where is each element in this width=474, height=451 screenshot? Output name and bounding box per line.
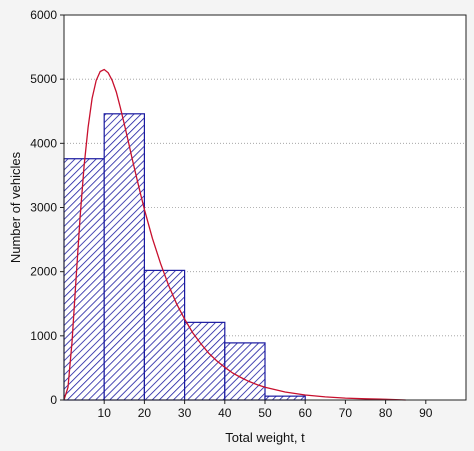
y-tick-label: 4000 [30,136,57,150]
y-tick-label: 3000 [30,201,57,215]
y-tick-label: 0 [50,393,57,407]
x-tick-label: 20 [138,406,152,420]
y-tick-label: 5000 [30,72,57,86]
histogram-bar [184,321,226,401]
histogram-bar [264,395,306,401]
histogram-bar [143,269,186,401]
y-axis-ticks: 0 1000 2000 3000 4000 5000 6000 [30,8,64,407]
x-tick-label: 90 [419,406,433,420]
x-axis-ticks: 10 20 30 40 50 60 70 80 90 [98,400,433,420]
x-tick-label: 40 [218,406,232,420]
y-tick-label: 6000 [30,8,57,22]
x-tick-label: 70 [339,406,353,420]
x-tick-label: 80 [379,406,393,420]
y-axis-label: Number of vehicles [8,151,23,263]
x-tick-label: 50 [258,406,272,420]
histogram-bar [103,113,145,401]
x-tick-label: 60 [299,406,313,420]
x-axis-label: Total weight, t [225,430,305,445]
x-tick-label: 30 [178,406,192,420]
x-tick-label: 10 [98,406,112,420]
y-tick-label: 2000 [30,265,57,279]
y-tick-label: 1000 [30,329,57,343]
fit-curve [63,68,406,401]
